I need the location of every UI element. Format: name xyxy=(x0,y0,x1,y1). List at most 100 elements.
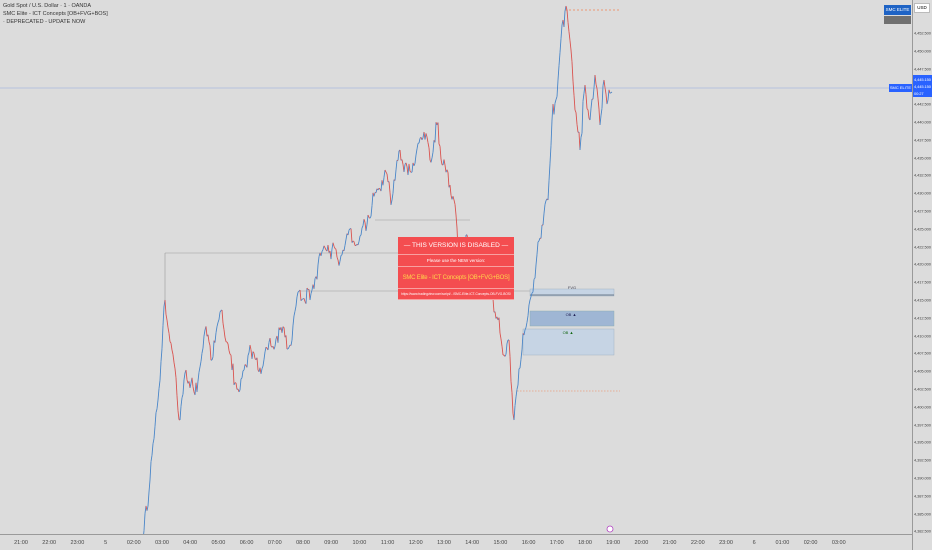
price-segment xyxy=(566,9,569,23)
price-segment xyxy=(232,363,235,385)
price-segment xyxy=(316,264,319,280)
price-segment xyxy=(281,326,284,333)
time-axis[interactable]: 21:00 22:00 23:00 5 02:00 03:00 04:00 05:00 06:0… xyxy=(0,534,912,550)
price-segment xyxy=(323,245,326,248)
price-segment xyxy=(353,241,356,246)
price-segment xyxy=(375,188,378,193)
event-marker-icon[interactable] xyxy=(606,525,614,533)
price-segment xyxy=(369,216,372,219)
time-tick-label: 19:00 xyxy=(606,540,621,546)
price-segment xyxy=(173,362,176,369)
time-tick-label: 5 xyxy=(104,540,108,546)
current-price-label: 4,445.150 4,445.150 00:27 xyxy=(913,75,932,97)
price-segment xyxy=(558,52,561,66)
price-segment xyxy=(524,327,527,331)
price-segment xyxy=(449,184,452,196)
price-segment xyxy=(453,199,456,205)
banner-url-link[interactable]: https://www.tradingview.com/script/.../S… xyxy=(398,289,514,300)
price-segment xyxy=(151,443,154,456)
price-segment xyxy=(579,137,582,151)
price-segment xyxy=(534,264,537,279)
price-segment xyxy=(261,365,264,369)
price-tick-label: 4,392.500 xyxy=(914,457,931,463)
price-segment xyxy=(249,344,252,350)
time-tick-label: 22:00 xyxy=(690,540,705,546)
price-segment xyxy=(233,382,236,386)
price-segment xyxy=(158,380,161,389)
symbol-legend[interactable]: Gold Spot / U.S. Dollar · 1 · OANDA xyxy=(3,3,92,9)
price-chart[interactable]: FVG OB ▲ OB ▲ xyxy=(0,0,912,534)
time-tick-label: 05:00 xyxy=(211,540,226,546)
price-segment xyxy=(179,406,182,421)
price-segment xyxy=(229,353,232,356)
price-segment xyxy=(415,148,418,156)
price-segment xyxy=(439,146,442,160)
price-segment xyxy=(350,228,353,243)
price-segment xyxy=(506,339,509,344)
price-segment xyxy=(581,101,584,134)
price-segment xyxy=(317,256,320,266)
price-segment xyxy=(339,255,342,262)
price-segment xyxy=(517,368,520,386)
price-segment xyxy=(146,505,149,511)
price-segment xyxy=(409,170,412,173)
price-segment xyxy=(391,193,394,201)
price-segment xyxy=(508,339,511,357)
price-segment xyxy=(575,112,578,125)
indicator-legend[interactable]: SMC Elite - ICT Concepts [OB+FVG+BOS] xyxy=(3,11,108,17)
price-segment xyxy=(222,323,225,330)
ob-zone-2 xyxy=(522,328,615,356)
banner-indicator-name: SMC Elite - ICT Concepts [OB+FVG+BOS] xyxy=(398,267,514,289)
price-segment xyxy=(331,242,334,250)
price-segment xyxy=(181,394,184,398)
price-segment xyxy=(211,356,214,361)
price-segment xyxy=(287,347,290,350)
indicator-badge[interactable] xyxy=(884,16,911,24)
price-axis[interactable]: 4,452.500 4,450.000 4,447.500 4,442.500 4,44… xyxy=(912,0,932,550)
price-segment xyxy=(330,249,333,260)
price-segment xyxy=(227,343,230,351)
price-segment xyxy=(380,180,383,192)
disabled-version-banner: — THIS VERSION IS DISABLED — Please use … xyxy=(398,237,514,300)
price-segment xyxy=(143,530,145,534)
price-tick-label: 4,410.000 xyxy=(914,333,931,339)
price-segment xyxy=(310,289,313,294)
price-segment xyxy=(604,87,607,95)
price-segment xyxy=(587,109,590,119)
price-segment xyxy=(205,326,208,337)
price-segment xyxy=(296,292,299,297)
price-segment xyxy=(164,299,167,315)
price-segment xyxy=(592,87,595,100)
price-segment xyxy=(223,329,226,338)
price-segment xyxy=(501,346,504,356)
price-segment xyxy=(168,333,171,342)
price-segment xyxy=(528,299,531,306)
price-segment xyxy=(171,349,174,355)
time-tick-label: 10:00 xyxy=(352,540,367,546)
fvg-zone xyxy=(529,288,615,297)
smc-elite-button[interactable]: SMC ELITE xyxy=(884,5,911,15)
price-segment xyxy=(455,214,458,229)
time-tick-label: 02:00 xyxy=(803,540,818,546)
price-segment xyxy=(359,234,362,237)
price-segment xyxy=(201,347,204,354)
price-segment xyxy=(580,133,583,138)
currency-selector[interactable]: USD xyxy=(914,3,930,13)
price-segment xyxy=(162,306,165,326)
price-segment xyxy=(378,187,381,190)
price-segment xyxy=(411,162,414,173)
price-segment xyxy=(191,377,194,387)
price-segment xyxy=(446,169,449,173)
price-segment xyxy=(548,163,551,181)
price-tick-label: 4,387.500 xyxy=(914,493,931,499)
price-segment xyxy=(531,291,534,294)
price-segment xyxy=(300,299,303,302)
price-segment xyxy=(434,122,437,143)
price-segment xyxy=(514,396,517,406)
price-segment xyxy=(394,169,397,181)
time-tick-label: 23:00 xyxy=(70,540,85,546)
price-segment xyxy=(599,115,602,126)
price-segment xyxy=(305,287,308,304)
price-segment xyxy=(525,322,528,328)
price-segment xyxy=(535,254,538,266)
